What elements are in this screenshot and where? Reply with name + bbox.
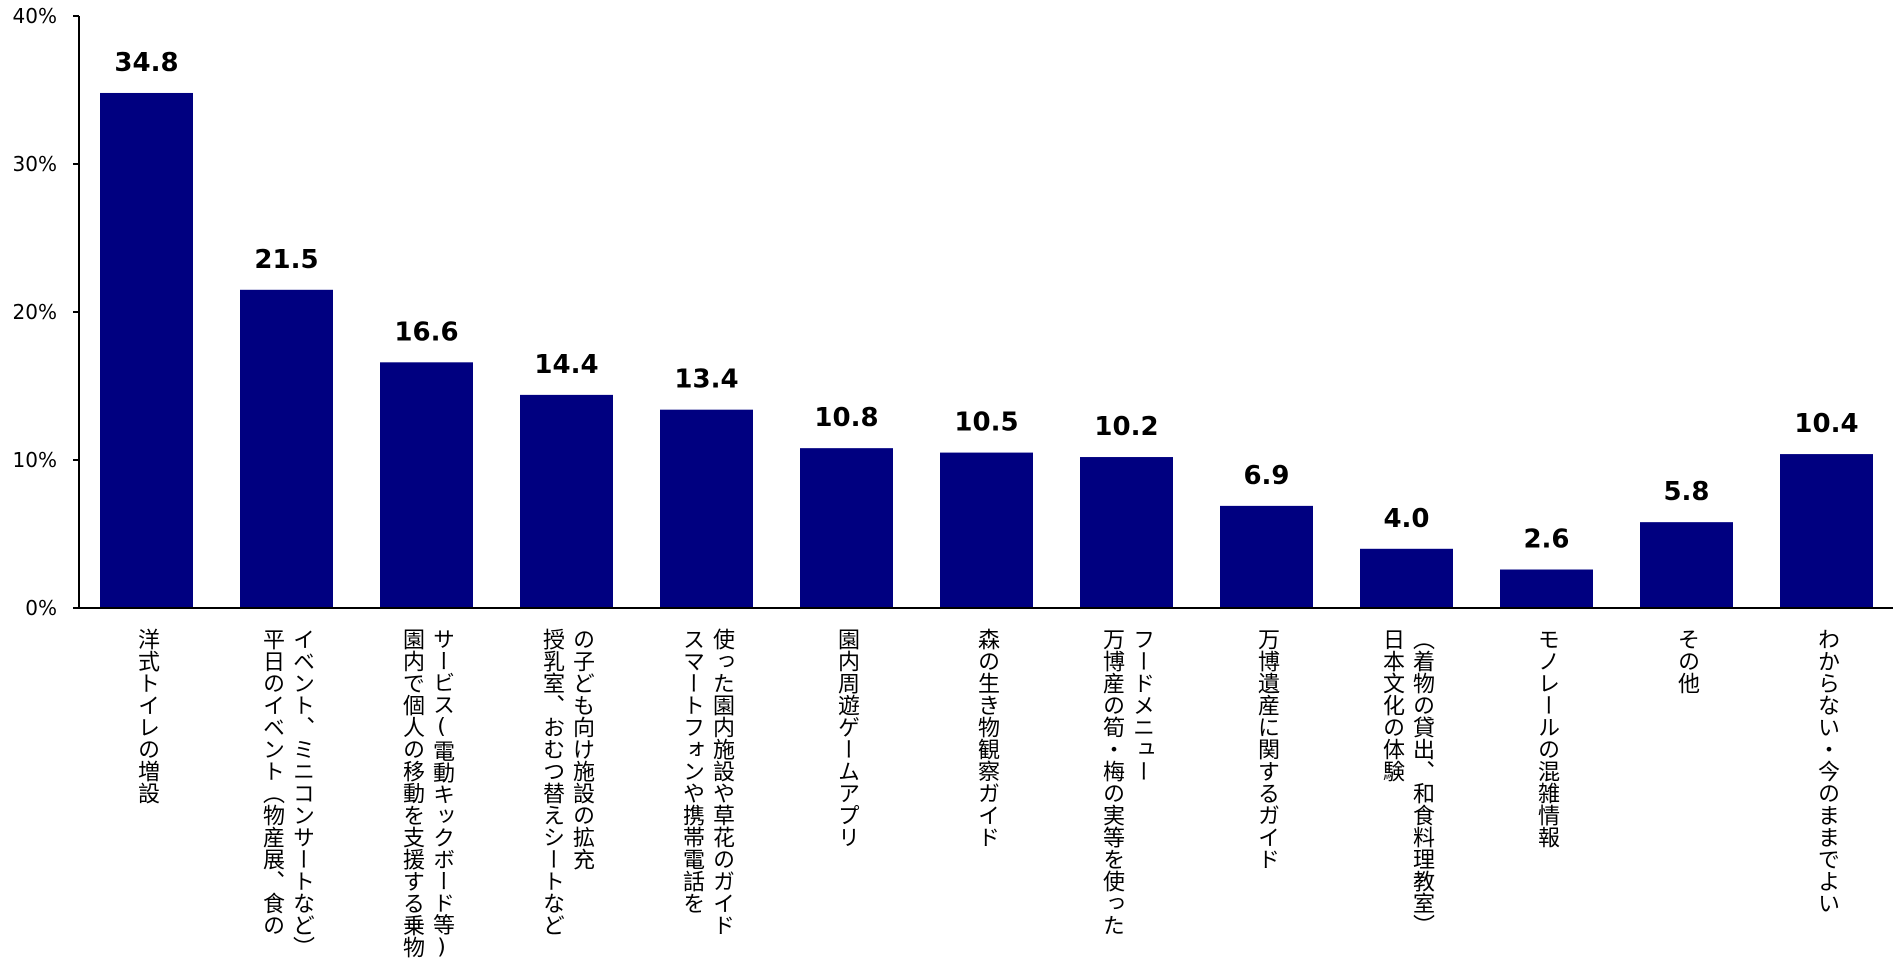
category-label: イベント、ミニコンサートなど）平日のイベント（物産展、食の xyxy=(259,628,315,958)
value-label: 21.5 xyxy=(254,245,318,275)
value-label: 14.4 xyxy=(534,350,598,380)
bar xyxy=(380,362,473,608)
category-label-line: イベント、ミニコンサートなど） xyxy=(289,628,315,958)
value-labels: 34.8 21.5 16.6 14.4 13.4 10.8 10.5 10.2 6.9 4.0 2.… xyxy=(114,48,1858,555)
bar xyxy=(1080,457,1173,608)
bar xyxy=(1360,548,1453,608)
value-label: 10.5 xyxy=(954,408,1018,438)
bar xyxy=(1500,569,1593,608)
y-tick-label: 0% xyxy=(25,596,57,620)
category-label-line: スマートフォンや携帯電話を xyxy=(679,628,705,914)
category-label: 洋式トイレの増設 xyxy=(134,628,160,804)
category-label: 万博遺産に関するガイド xyxy=(1254,628,1280,870)
y-axis: 0% 10% 20% 30% 40% xyxy=(13,4,80,620)
bar xyxy=(1640,522,1733,608)
category-label: わからない・今のままでよい xyxy=(1814,628,1840,914)
category-label-line: モノレールの混雑情報 xyxy=(1534,628,1560,848)
value-label: 6.9 xyxy=(1243,461,1289,491)
value-label: 10.4 xyxy=(1794,409,1858,439)
category-label: （着物の貸出、和食料理教室）日本文化の体験 xyxy=(1379,628,1435,936)
category-label-line: の子ども向け施設の拡充 xyxy=(569,628,595,870)
category-label-line: 洋式トイレの増設 xyxy=(134,628,160,804)
category-label-line: 日本文化の体験 xyxy=(1379,628,1405,782)
value-label: 10.8 xyxy=(814,403,878,433)
category-label-line: 使った園内施設や草花のガイド xyxy=(709,628,735,936)
category-label-line: 万博産の筍・梅の実等を使った xyxy=(1099,628,1125,936)
category-label-line: 園内周遊ゲームアプリ xyxy=(834,628,860,848)
category-label: モノレールの混雑情報 xyxy=(1534,628,1560,848)
bar xyxy=(800,448,893,608)
bar xyxy=(1220,505,1313,608)
bar xyxy=(1780,454,1873,608)
category-label-line: フードメニュー xyxy=(1129,628,1154,782)
bars xyxy=(100,92,1873,608)
bar xyxy=(100,92,193,608)
value-label: 4.0 xyxy=(1383,504,1429,534)
value-label: 2.6 xyxy=(1523,525,1569,555)
value-label: 5.8 xyxy=(1663,477,1709,507)
y-tick-label: 30% xyxy=(13,152,57,176)
y-tick-label: 40% xyxy=(13,4,57,28)
category-label-line: サービス(電動キックボード等) xyxy=(429,628,455,960)
category-label: その他 xyxy=(1674,628,1700,694)
category-label: 森の生き物観察ガイド xyxy=(974,628,1000,848)
value-label: 16.6 xyxy=(394,317,458,347)
value-label: 34.8 xyxy=(114,48,178,78)
category-label-line: 授乳室、おむつ替えシートなど xyxy=(539,628,565,936)
value-label: 10.2 xyxy=(1094,412,1158,442)
bar xyxy=(940,452,1033,608)
category-label-line: 万博遺産に関するガイド xyxy=(1254,628,1280,870)
category-label: 園内周遊ゲームアプリ xyxy=(834,628,860,848)
bar xyxy=(520,394,613,608)
value-label: 13.4 xyxy=(674,365,738,395)
category-label-line: 平日のイベント（物産展、食の xyxy=(259,628,285,936)
category-label-line: 森の生き物観察ガイド xyxy=(974,628,1000,848)
category-labels: 洋式トイレの増設 イベント、ミニコンサートなど）平日のイベント（物産展、食の サービ… xyxy=(134,628,1840,960)
category-label-line: （着物の貸出、和食料理教室） xyxy=(1409,628,1435,936)
y-tick-label: 20% xyxy=(13,300,57,324)
bar xyxy=(660,409,753,608)
category-label-line: その他 xyxy=(1674,628,1700,694)
bar xyxy=(240,289,333,608)
y-tick-label: 10% xyxy=(13,448,57,472)
category-label-line: 園内で個人の移動を支援する乗物 xyxy=(399,628,425,958)
category-label-line: わからない・今のままでよい xyxy=(1814,628,1840,914)
category-label: サービス(電動キックボード等)園内で個人の移動を支援する乗物 xyxy=(399,628,455,960)
